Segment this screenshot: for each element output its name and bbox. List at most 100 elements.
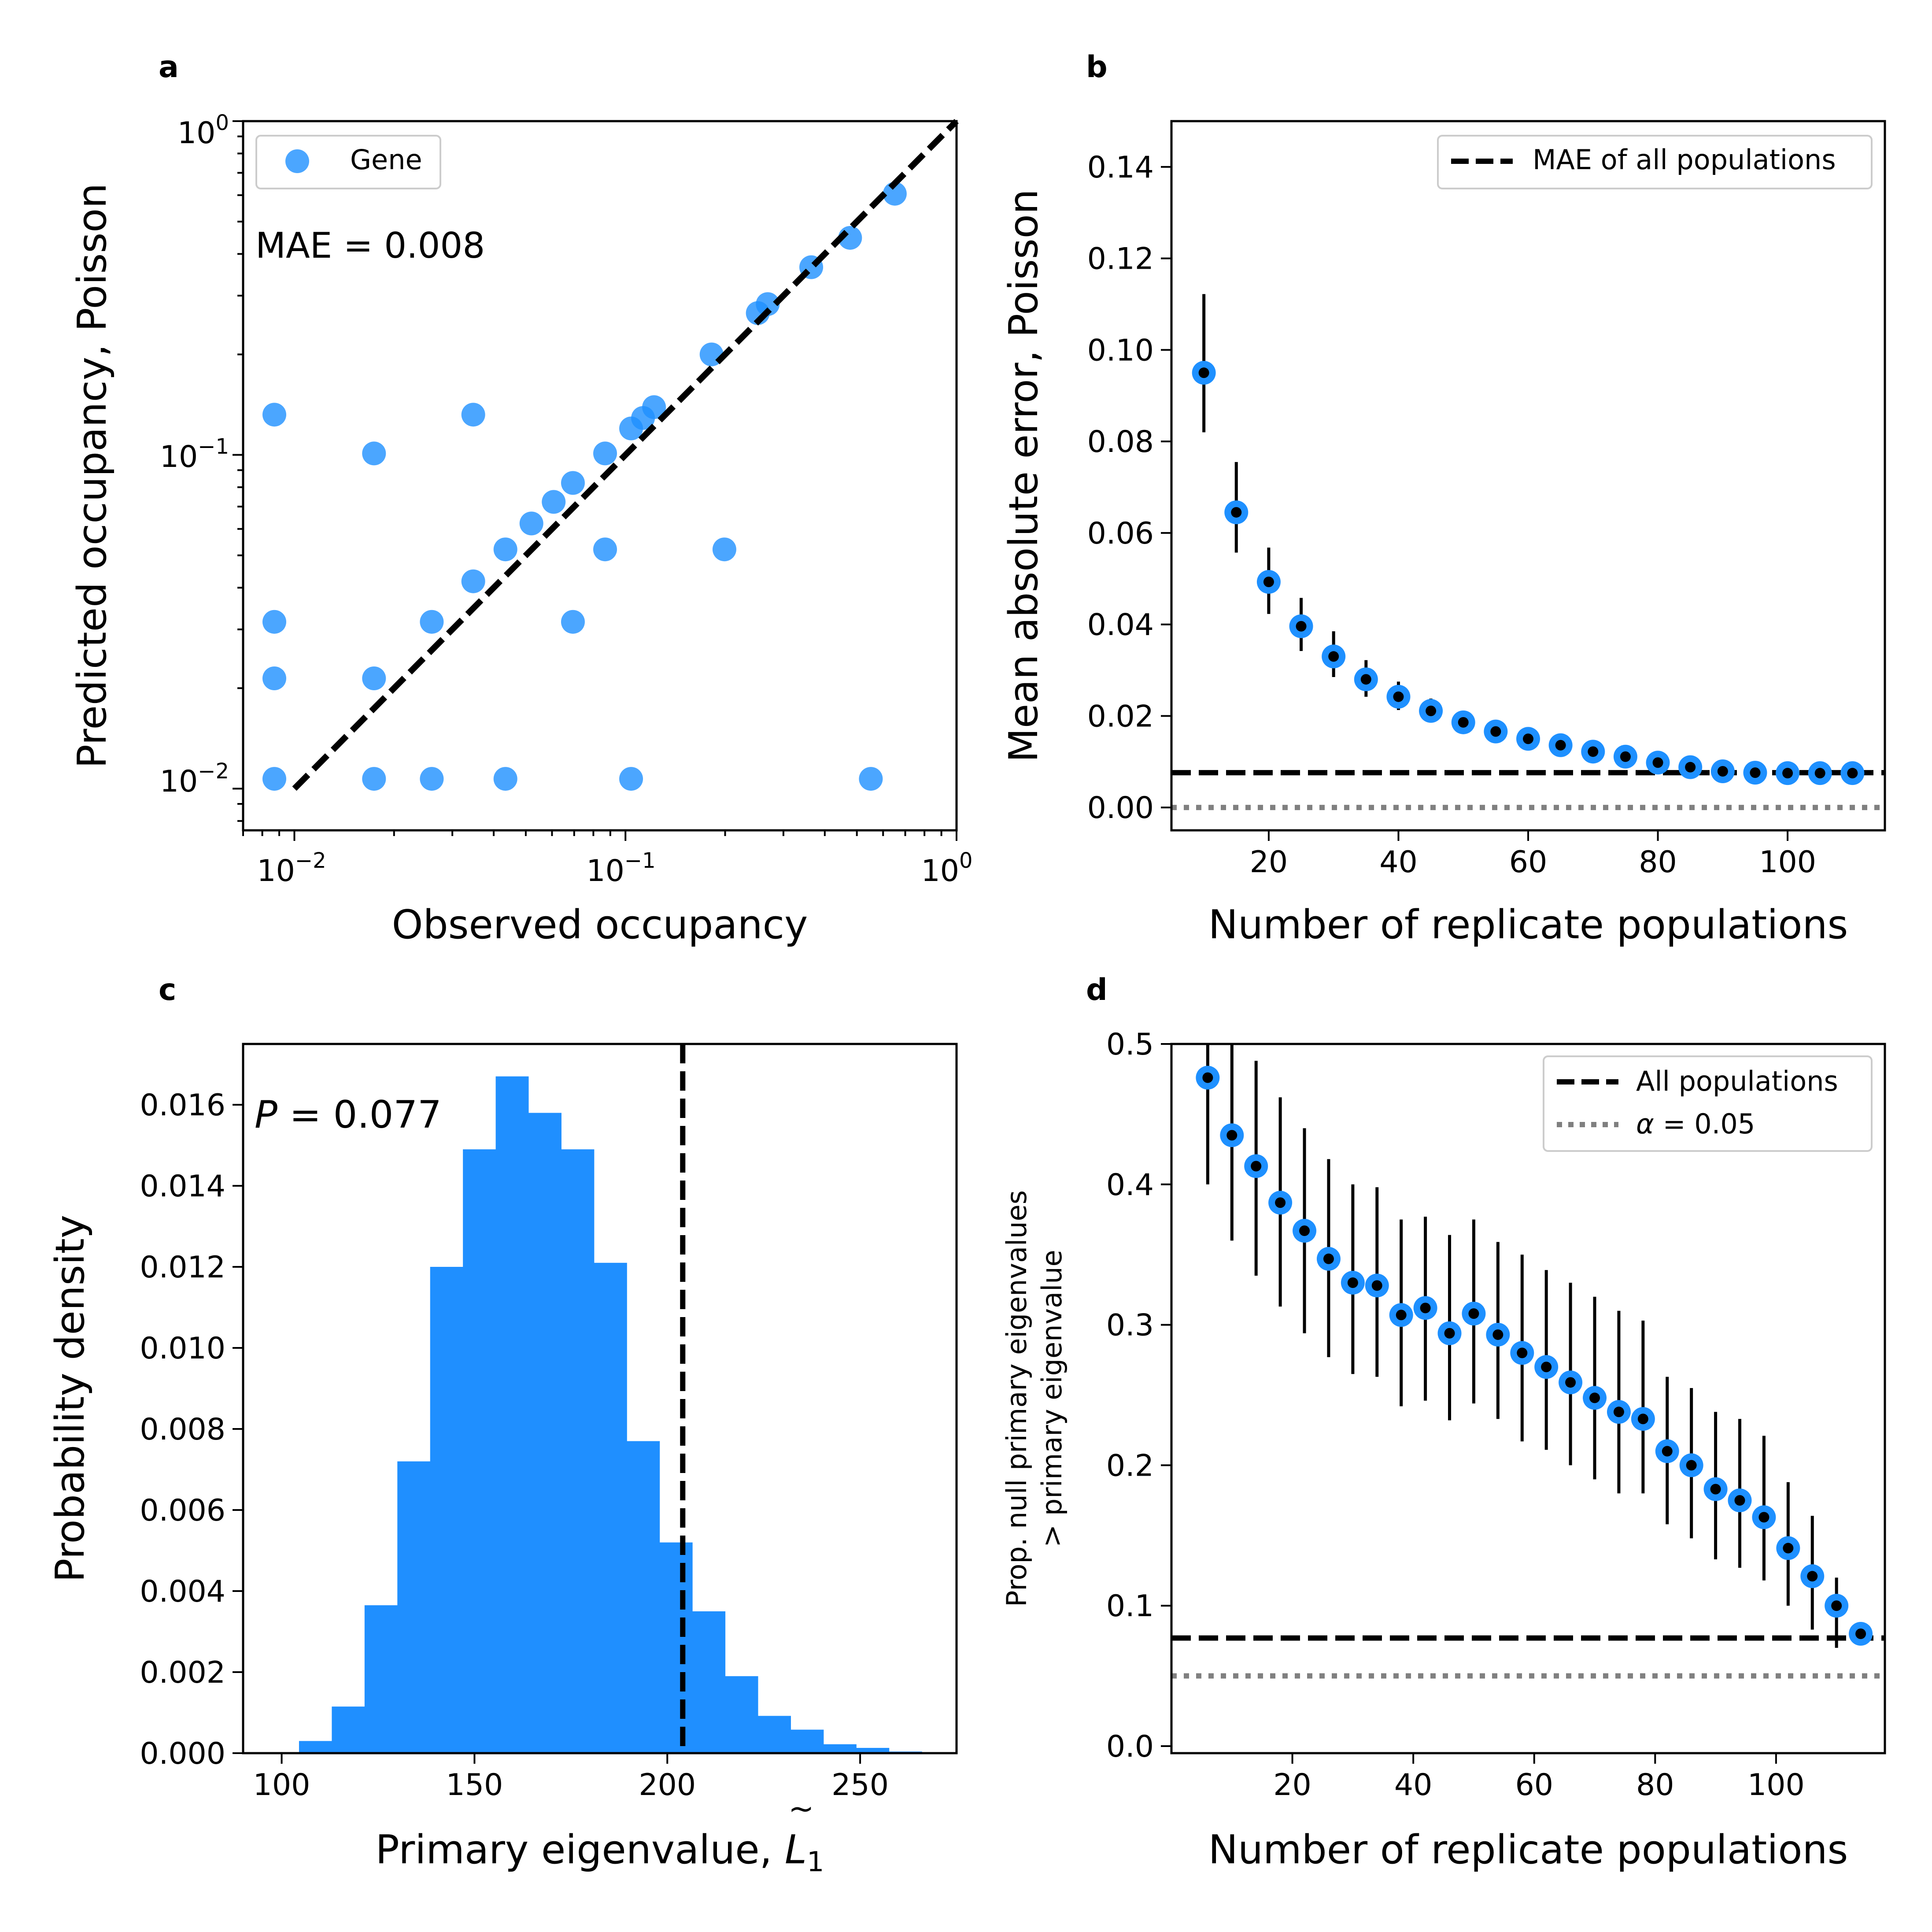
panel-d-point-center <box>1251 1161 1262 1172</box>
panel-a-gene-point <box>461 569 485 593</box>
panel-d-xtick-label: 20 <box>1273 1768 1311 1802</box>
panel-b-frame <box>1170 120 1886 832</box>
panel-c-ytick-label: 0.016 <box>140 1088 225 1123</box>
panel-a-plot-area <box>233 119 959 841</box>
panel-b-point-center <box>1360 674 1371 685</box>
panel-a-gene-point <box>593 537 617 562</box>
panel-b-xlabel: Number of replicate populations <box>1208 902 1848 948</box>
panel-a-ylabel: Predicted occupancy, Poisson <box>69 183 115 768</box>
panel-c-xlabel-tilde: ~ <box>788 1791 814 1827</box>
panel-d-point-center <box>1444 1328 1455 1339</box>
panel-c-histogram-bar <box>528 1113 561 1753</box>
panel-a-gene-point <box>756 292 780 316</box>
panel-a-gene-point <box>519 511 543 536</box>
panel-d-xlabel: Number of replicate populations <box>1208 1827 1848 1873</box>
panel-a-legend-box <box>255 135 441 189</box>
panel-d-point-center <box>1855 1629 1866 1640</box>
panel-d-point-center <box>1686 1460 1697 1471</box>
panel-d-point-center <box>1323 1253 1334 1264</box>
panel-b-point-center <box>1231 507 1242 518</box>
panel-a-ytick-label: 10−1 <box>160 434 229 474</box>
panel-b-ytick-label: 0.10 <box>1087 333 1154 368</box>
panel-d-point-center <box>1371 1280 1382 1291</box>
panel-d-point-center <box>1662 1446 1673 1457</box>
panel-a-xtick-label: 10−2 <box>257 848 326 888</box>
panel-a-gene-point <box>542 490 566 514</box>
panel-b-ytick-label: 0.02 <box>1087 699 1154 734</box>
panel-d-legend-label: α = 0.05 <box>1636 1108 1755 1140</box>
panel-d-point-center <box>1226 1130 1238 1141</box>
panel-b-point-center <box>1685 762 1696 773</box>
panel-a-xlabel: Observed occupancy <box>392 902 808 948</box>
panel-a-gene-point <box>262 403 286 427</box>
panel-c-histogram-bar <box>725 1676 758 1753</box>
panel-c-histogram-bar <box>495 1076 529 1753</box>
panel-b-xtick-label: 60 <box>1509 845 1548 880</box>
panel-a-gene-point <box>262 610 286 634</box>
panel-d-point-center <box>1275 1197 1286 1208</box>
panel-d-point-center <box>1299 1225 1310 1236</box>
panel-b-plot-area: 20 40 60 80 100 0.00 0.02 0.04 0.06 0.08 0.10 0.12 0… <box>1087 150 1885 880</box>
panel-d-ylabel-line2: > primary eigenvalue <box>1036 1250 1068 1547</box>
panel-d-point-center <box>1420 1303 1431 1314</box>
panel-b-point-center <box>1782 768 1793 779</box>
panel-d-ytick-label: 0.0 <box>1106 1729 1154 1764</box>
panel-b-xtick-label: 100 <box>1759 845 1816 880</box>
panel-c: c 100 150 200 250 0.000 0.002 0.004 0.006 0.008 0… <box>47 973 958 1878</box>
panel-b-point-center <box>1393 691 1404 702</box>
panel-a-xtick-label: 10−1 <box>586 848 655 888</box>
panel-a-gene-point <box>493 767 517 791</box>
panel-d-point-center <box>1347 1277 1358 1288</box>
panel-d-ytick-label: 0.5 <box>1106 1027 1154 1062</box>
panel-d-legend-box <box>1543 1055 1873 1152</box>
panel-a-legend: Gene <box>255 135 441 189</box>
panel-b-ylabel: Mean absolute error, Poisson <box>1001 189 1047 762</box>
panel-b-ytick-label: 0.12 <box>1087 242 1154 277</box>
panel-b-legend-label: MAE of all populations <box>1533 144 1836 176</box>
panel-d-point-center <box>1396 1310 1407 1321</box>
panel-a-gene-point <box>642 395 666 419</box>
panel-b-point-center <box>1263 576 1274 587</box>
panel-a-gene-point <box>561 610 585 634</box>
panel-c-histogram-bar <box>659 1542 693 1753</box>
panel-c-ylabel: Probability density <box>47 1215 93 1582</box>
panel-b-point-center <box>1490 726 1501 737</box>
panel-b-legend-box <box>1437 135 1873 189</box>
panel-d-ylabel-line1: Prop. null primary eigenvalues <box>1001 1190 1033 1607</box>
panel-d-point-center <box>1565 1377 1576 1388</box>
panel-b-point-center <box>1555 740 1566 751</box>
panel-a-gene-point <box>420 610 444 634</box>
panel-c-ytick-label: 0.012 <box>140 1250 225 1285</box>
panel-a-letter: a <box>159 50 179 85</box>
panel-a-gene-point <box>859 767 883 791</box>
panel-d-point-center <box>1758 1512 1769 1523</box>
panel-b-letter: b <box>1086 50 1108 85</box>
panel-c-histogram-bar <box>791 1729 824 1753</box>
panel-b-point-center <box>1652 757 1663 768</box>
panel-d-legend: All populations α = 0.05 <box>1543 1055 1873 1152</box>
panel-c-ytick-label: 0.002 <box>140 1655 225 1690</box>
panel-c-ytick-label: 0.000 <box>140 1736 225 1771</box>
panel-c-ytick-label: 0.014 <box>140 1169 225 1204</box>
panel-b-point-center <box>1847 768 1858 779</box>
panel-a-gene-point <box>262 767 286 791</box>
panel-d-frame <box>1170 1043 1886 1754</box>
panel-d: d 20 40 60 80 100 0.0 0.1 0.2 0.3 0.4 0.5 Number o… <box>1001 973 1886 1873</box>
panel-c-frame <box>242 1043 958 1754</box>
panel-b-point-center <box>1296 621 1307 632</box>
panel-a-ytick-label: 100 <box>177 111 229 151</box>
panel-b-point-center <box>1620 751 1631 762</box>
panel-b-ytick-label: 0.08 <box>1087 425 1154 459</box>
panel-d-point-center <box>1613 1406 1624 1418</box>
panel-b-point-center <box>1458 717 1469 728</box>
panel-d-point-center <box>1783 1543 1794 1554</box>
panel-b-point-center <box>1198 367 1209 378</box>
panel-a-ytick-label: 10−2 <box>160 759 229 799</box>
panel-d-point-center <box>1734 1495 1745 1506</box>
panel-d-ytick-label: 0.2 <box>1106 1448 1154 1483</box>
panel-d-legend-label: All populations <box>1636 1065 1838 1097</box>
panel-a-gene-point <box>883 181 907 206</box>
panel-a-gene-point <box>712 537 736 562</box>
panel-c-xtick-label: 200 <box>639 1768 696 1802</box>
panel-a-gene-point <box>362 666 386 690</box>
